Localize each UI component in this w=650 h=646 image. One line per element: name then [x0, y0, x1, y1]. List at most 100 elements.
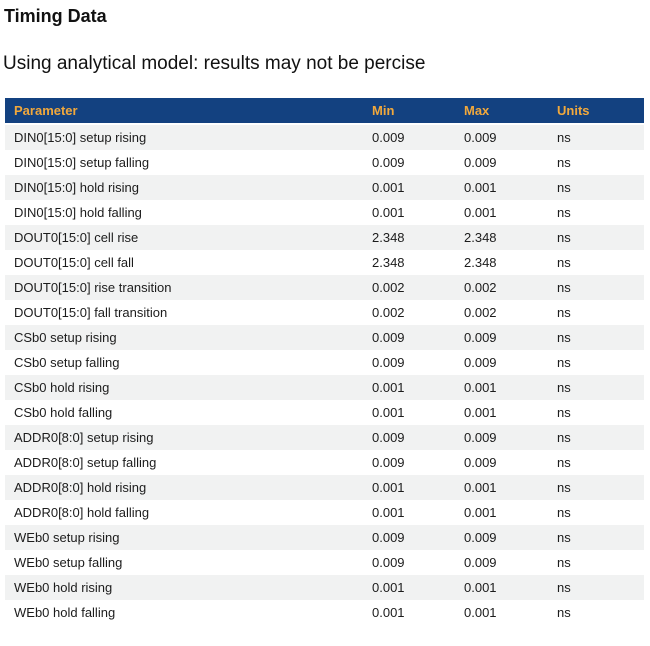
cell-parameter: ADDR0[8:0] setup rising	[5, 425, 363, 450]
cell-units: ns	[557, 455, 571, 470]
table-row: CSb0 hold rising 0.001 0.001 ns	[5, 375, 644, 400]
table-row: WEb0 setup falling 0.009 0.009 ns	[5, 550, 644, 575]
cell-max: 0.009	[455, 325, 548, 350]
cell-max: 0.002	[455, 275, 548, 300]
cell-min: 0.009	[363, 325, 455, 350]
table-row: DOUT0[15:0] cell fall 2.348 2.348 ns	[5, 250, 644, 275]
cell-units: ns	[548, 375, 644, 400]
cell-min: 0.009	[363, 425, 455, 450]
cell-min: 0.009	[372, 155, 405, 170]
cell-parameter: DIN0[15:0] setup falling	[14, 155, 150, 170]
cell-parameter: CSb0 hold falling	[14, 405, 113, 420]
cell-units: ns	[557, 155, 571, 170]
cell-min: 0.009	[372, 355, 405, 370]
cell-parameter: ADDR0[8:0] hold falling	[14, 505, 150, 520]
cell-units: ns	[548, 325, 644, 350]
cell-units: ns	[557, 255, 571, 270]
cell-max: 0.009	[464, 555, 497, 570]
cell-max: 0.009	[464, 355, 497, 370]
table-row: DIN0[15:0] hold falling 0.001 0.001 ns	[5, 200, 644, 225]
cell-parameter: CSb0 setup falling	[14, 355, 120, 370]
table-row: DIN0[15:0] hold rising 0.001 0.001 ns	[5, 175, 644, 200]
cell-parameter: WEb0 hold rising	[5, 575, 363, 600]
cell-parameter: DOUT0[15:0] fall transition	[14, 305, 168, 320]
cell-min: 0.001	[363, 375, 455, 400]
cell-units: ns	[557, 555, 571, 570]
table-header-row: Parameter Min Max Units	[5, 98, 644, 125]
cell-min: 0.002	[363, 275, 455, 300]
cell-max: 0.001	[455, 475, 548, 500]
table-row: DOUT0[15:0] cell rise 2.348 2.348 ns	[5, 225, 644, 250]
cell-parameter: WEb0 setup falling	[14, 555, 123, 570]
cell-min: 0.009	[363, 124, 455, 150]
cell-max: 0.001	[464, 505, 497, 520]
page-title: Timing Data	[4, 6, 107, 26]
cell-parameter: WEb0 setup rising	[5, 525, 363, 550]
column-header-parameter: Parameter	[5, 98, 363, 125]
cell-min: 0.001	[372, 205, 405, 220]
cell-parameter: DOUT0[15:0] cell rise	[5, 225, 363, 250]
cell-units: ns	[557, 405, 571, 420]
table-row: DOUT0[15:0] rise transition 0.002 0.002 ns	[5, 275, 644, 300]
cell-units: ns	[557, 305, 571, 320]
column-header-min: Min	[363, 98, 455, 125]
cell-units: ns	[557, 205, 571, 220]
column-header-max: Max	[455, 98, 548, 125]
cell-units: ns	[548, 525, 644, 550]
cell-max: 0.002	[464, 305, 497, 320]
cell-parameter: DIN0[15:0] hold rising	[5, 175, 363, 200]
cell-max: 0.001	[464, 405, 497, 420]
cell-min: 2.348	[363, 225, 455, 250]
cell-units: ns	[557, 605, 571, 620]
cell-parameter: DOUT0[15:0] rise transition	[5, 275, 363, 300]
cell-max: 0.009	[455, 525, 548, 550]
table-row: DIN0[15:0] setup rising 0.009 0.009 ns	[5, 124, 644, 150]
table-row: ADDR0[8:0] setup rising 0.009 0.009 ns	[5, 425, 644, 450]
cell-max: 0.001	[464, 605, 497, 620]
cell-max: 0.009	[455, 124, 548, 150]
cell-max: 0.001	[455, 575, 548, 600]
cell-min: 0.001	[363, 475, 455, 500]
cell-parameter: CSb0 hold rising	[5, 375, 363, 400]
cell-max: 2.348	[455, 225, 548, 250]
page-subtitle: Using analytical model: results may not …	[3, 53, 426, 74]
cell-max: 0.009	[464, 155, 497, 170]
cell-parameter: DIN0[15:0] hold falling	[14, 205, 142, 220]
table-row: WEb0 hold rising 0.001 0.001 ns	[5, 575, 644, 600]
cell-max: 2.348	[464, 255, 497, 270]
timing-data-table: Parameter Min Max Units DIN0[15:0] setup…	[5, 98, 644, 625]
cell-min: 0.001	[372, 405, 405, 420]
cell-units: ns	[557, 505, 571, 520]
cell-units: ns	[548, 175, 644, 200]
table-row: WEb0 hold falling 0.001 0.001 ns	[5, 600, 644, 625]
cell-max: 0.001	[464, 205, 497, 220]
cell-parameter: DIN0[15:0] setup rising	[5, 124, 363, 150]
cell-parameter: ADDR0[8:0] setup falling	[14, 455, 157, 470]
cell-min: 0.001	[363, 175, 455, 200]
cell-units: ns	[548, 225, 644, 250]
cell-min: 0.001	[363, 575, 455, 600]
table-row: CSb0 setup falling 0.009 0.009 ns	[5, 350, 644, 375]
cell-min: 0.009	[363, 525, 455, 550]
cell-min: 0.009	[372, 555, 405, 570]
table-row: DOUT0[15:0] fall transition 0.002 0.002 ns	[5, 300, 644, 325]
cell-units: ns	[557, 355, 571, 370]
cell-min: 2.348	[372, 255, 405, 270]
cell-max: 0.009	[464, 455, 497, 470]
cell-max: 0.001	[455, 175, 548, 200]
table-row: CSb0 hold falling 0.001 0.001 ns	[5, 400, 644, 425]
table-row: ADDR0[8:0] hold rising 0.001 0.001 ns	[5, 475, 644, 500]
cell-units: ns	[548, 124, 644, 150]
table-row: ADDR0[8:0] setup falling 0.009 0.009 ns	[5, 450, 644, 475]
cell-min: 0.009	[372, 455, 405, 470]
table-row: WEb0 setup rising 0.009 0.009 ns	[5, 525, 644, 550]
cell-units: ns	[548, 425, 644, 450]
cell-max: 0.009	[455, 425, 548, 450]
cell-parameter: DOUT0[15:0] cell fall	[14, 255, 134, 270]
table-body: DIN0[15:0] setup rising 0.009 0.009 ns DIN0[…	[5, 124, 644, 625]
cell-min: 0.001	[372, 505, 405, 520]
cell-parameter: CSb0 setup rising	[5, 325, 363, 350]
cell-min: 0.001	[372, 605, 405, 620]
cell-units: ns	[548, 275, 644, 300]
cell-max: 0.001	[455, 375, 548, 400]
